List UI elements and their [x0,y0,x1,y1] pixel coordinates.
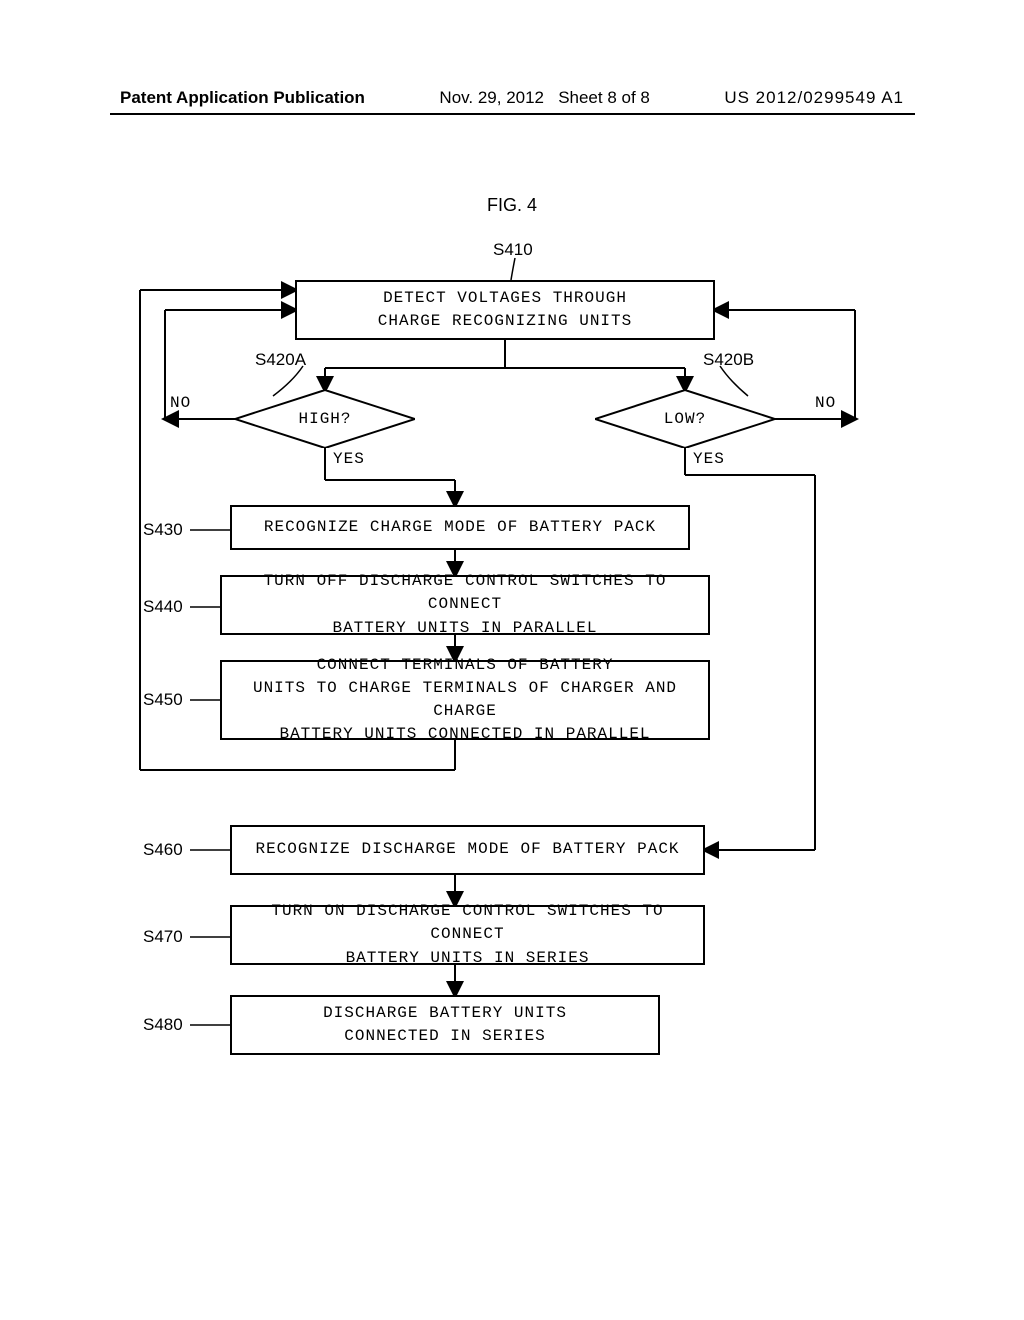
label-yes-a: YES [333,450,365,468]
box-s480-text: DISCHARGE BATTERY UNITS CONNECTED IN SER… [323,1002,567,1048]
step-label-s410: S410 [493,240,533,260]
step-label-s440: S440 [143,597,183,617]
label-no-left: NO [170,394,191,412]
box-s470: TURN ON DISCHARGE CONTROL SWITCHES TO CO… [230,905,705,965]
header-mid: Nov. 29, 2012 Sheet 8 of 8 [439,88,649,108]
box-s440: TURN OFF DISCHARGE CONTROL SWITCHES TO C… [220,575,710,635]
box-s440-text: TURN OFF DISCHARGE CONTROL SWITCHES TO C… [222,570,708,640]
diamond-s420b-text: LOW? [595,390,775,448]
diamond-s420a-text: HIGH? [235,390,415,448]
header-rule [110,113,915,115]
step-label-s480: S480 [143,1015,183,1035]
label-no-right: NO [815,394,836,412]
figure-label: FIG. 4 [0,195,1024,216]
box-s470-text: TURN ON DISCHARGE CONTROL SWITCHES TO CO… [232,900,703,970]
step-label-s460: S460 [143,840,183,860]
box-s430-text: RECOGNIZE CHARGE MODE OF BATTERY PACK [264,516,656,539]
diamond-s420a: HIGH? [235,390,415,448]
box-s410-text: DETECT VOLTAGES THROUGH CHARGE RECOGNIZI… [378,287,632,333]
step-label-s430: S430 [143,520,183,540]
box-s410: DETECT VOLTAGES THROUGH CHARGE RECOGNIZI… [295,280,715,340]
step-label-s420a: S420A [255,350,306,370]
step-label-s470: S470 [143,927,183,947]
box-s430: RECOGNIZE CHARGE MODE OF BATTERY PACK [230,505,690,550]
header-left: Patent Application Publication [120,88,365,108]
box-s450: CONNECT TERMINALS OF BATTERY UNITS TO CH… [220,660,710,740]
box-s450-text: CONNECT TERMINALS OF BATTERY UNITS TO CH… [222,654,708,747]
page-header: Patent Application Publication Nov. 29, … [0,88,1024,108]
header-sheet: Sheet 8 of 8 [558,88,650,107]
box-s480: DISCHARGE BATTERY UNITS CONNECTED IN SER… [230,995,660,1055]
header-date: Nov. 29, 2012 [439,88,544,107]
step-label-s450: S450 [143,690,183,710]
box-s460-text: RECOGNIZE DISCHARGE MODE OF BATTERY PACK [255,838,679,861]
step-label-s420b: S420B [703,350,754,370]
label-yes-b: YES [693,450,725,468]
flowchart: S410 DETECT VOLTAGES THROUGH CHARGE RECO… [135,250,895,1150]
header-right: US 2012/0299549 A1 [724,88,904,108]
diamond-s420b: LOW? [595,390,775,448]
box-s460: RECOGNIZE DISCHARGE MODE OF BATTERY PACK [230,825,705,875]
